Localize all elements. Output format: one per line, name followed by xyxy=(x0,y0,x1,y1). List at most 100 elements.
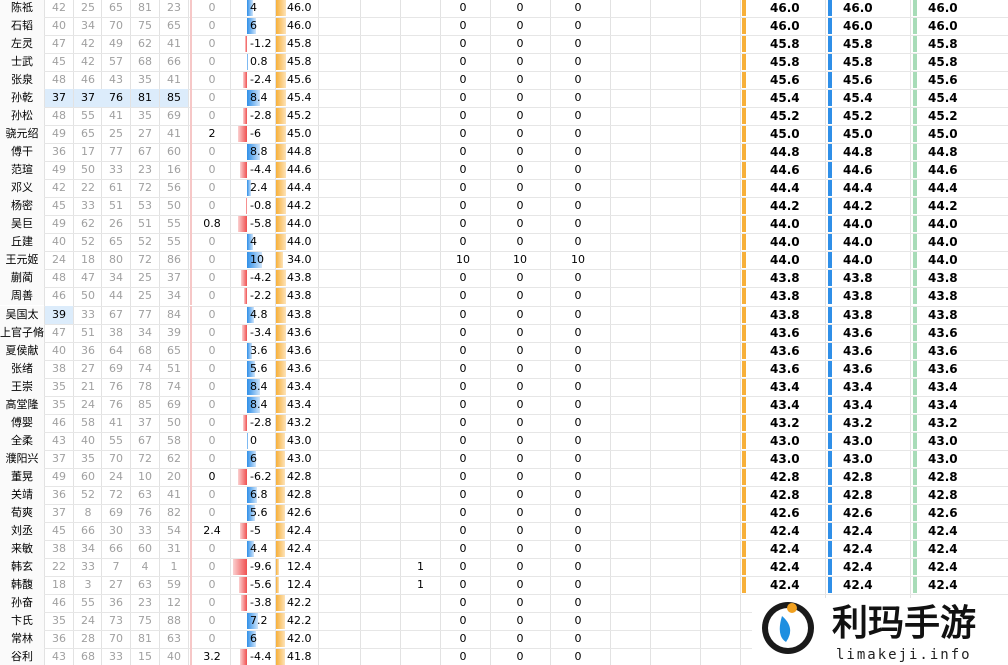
total-bar xyxy=(742,540,746,557)
total-bar xyxy=(742,108,747,125)
total-cell: 45.8 xyxy=(928,55,958,70)
value-cell: 0 xyxy=(574,523,582,537)
value-cell: 0 xyxy=(516,163,524,177)
total-cell: 43.6 xyxy=(843,343,873,358)
stat-cell: 52 xyxy=(81,235,95,249)
total-cell: 43.4 xyxy=(928,379,958,394)
total-bar xyxy=(913,234,917,251)
value-cell: 0 xyxy=(574,415,582,429)
value-cell: 0 xyxy=(516,127,524,141)
row-line xyxy=(0,287,1008,289)
total-cell: 46.0 xyxy=(770,1,800,15)
delta-cell: -2.2 xyxy=(250,289,272,303)
delta-bar xyxy=(247,252,262,269)
score-bar xyxy=(276,198,286,215)
total-cell: 45.8 xyxy=(928,37,958,52)
delta-bar xyxy=(247,18,256,35)
stat-cell: 72 xyxy=(138,451,152,465)
row-line xyxy=(0,575,1008,577)
stat-cell: 34 xyxy=(81,541,95,555)
stat-cell: 41 xyxy=(167,73,181,87)
name-cell: 吴巨 xyxy=(0,215,44,234)
stat-cell: 48 xyxy=(52,73,66,87)
stat-cell: 68 xyxy=(81,650,95,664)
total-cell: 46.0 xyxy=(843,1,873,15)
score-bar xyxy=(276,90,286,107)
value-cell: 0 xyxy=(516,307,524,321)
total-cell: 44.0 xyxy=(843,235,873,250)
value-cell: 0 xyxy=(574,632,582,646)
total-cell: 44.0 xyxy=(928,235,958,250)
stat-cell: 27 xyxy=(81,361,95,375)
column-line xyxy=(73,0,74,665)
delta-bar xyxy=(242,108,247,125)
stat-cell: 75 xyxy=(138,614,152,628)
stat-cell: 43 xyxy=(52,433,66,447)
stat-cell: 22 xyxy=(52,559,66,573)
total-bar xyxy=(913,36,918,53)
stat-cell: 47 xyxy=(52,37,66,51)
stat-cell: 50 xyxy=(167,199,181,213)
value-cell: 0 xyxy=(459,523,467,537)
stat-cell: 33 xyxy=(81,307,95,321)
delta-bar xyxy=(241,594,247,611)
stat-cell: 50 xyxy=(167,415,181,429)
score-bar xyxy=(276,54,287,71)
total-cell: 42.4 xyxy=(843,559,873,574)
total-bar xyxy=(828,414,832,431)
stat-cell: 72 xyxy=(138,253,152,267)
column-line xyxy=(610,0,611,665)
bonus-cell: 0 xyxy=(190,71,232,90)
value-cell: 0 xyxy=(574,325,582,339)
bonus-cell: 0.8 xyxy=(190,215,232,234)
value-cell: 0 xyxy=(574,235,582,249)
stat-cell: 81 xyxy=(131,89,159,108)
value-cell: 0 xyxy=(574,19,582,33)
row-line xyxy=(0,323,1008,325)
total-bar xyxy=(828,54,833,71)
total-cell: 42.8 xyxy=(770,469,800,484)
stat-cell: 56 xyxy=(167,181,181,195)
total-cell: 44.6 xyxy=(770,163,800,178)
stat-cell: 66 xyxy=(81,523,95,537)
value-cell: 0 xyxy=(574,289,582,303)
column-line xyxy=(910,0,911,665)
score-cell: 45.8 xyxy=(287,55,312,69)
total-cell: 45.2 xyxy=(928,109,958,124)
bonus-cell: 0 xyxy=(190,323,232,342)
stat-cell: 35 xyxy=(138,73,152,87)
score-cell: 46.0 xyxy=(287,1,312,14)
stat-cell: 65 xyxy=(81,127,95,141)
row-line xyxy=(0,341,1008,343)
column-line xyxy=(318,0,319,665)
delta-bar xyxy=(240,162,247,179)
total-bar xyxy=(913,522,917,539)
total-bar xyxy=(913,18,918,35)
column-line xyxy=(159,0,160,665)
score-bar xyxy=(276,360,286,377)
delta-cell: -2.8 xyxy=(250,109,272,123)
stat-cell: 45 xyxy=(52,55,66,69)
total-cell: 44.0 xyxy=(928,253,958,268)
total-cell: 42.4 xyxy=(843,523,873,538)
total-bar xyxy=(742,576,746,593)
stat-cell: 43 xyxy=(109,73,123,87)
score-cell: 43.6 xyxy=(287,361,312,375)
total-bar xyxy=(828,216,832,233)
bonus-cell: 0 xyxy=(190,197,232,216)
total-cell: 43.8 xyxy=(843,271,873,286)
stat-cell: 34 xyxy=(167,289,181,303)
bonus-cell: 0 xyxy=(190,233,232,252)
score-bar xyxy=(276,432,286,449)
total-cell: 42.4 xyxy=(928,541,958,556)
delta-cell: 3.6 xyxy=(250,343,268,357)
total-bar xyxy=(742,126,747,143)
total-cell: 46.0 xyxy=(770,19,800,34)
value-cell: 0 xyxy=(516,577,524,591)
total-bar xyxy=(913,252,917,269)
value-cell: 0 xyxy=(574,307,582,321)
total-cell: 43.0 xyxy=(770,451,800,466)
stat-cell: 39 xyxy=(167,325,181,339)
total-bar xyxy=(913,108,918,125)
total-bar xyxy=(828,198,832,215)
